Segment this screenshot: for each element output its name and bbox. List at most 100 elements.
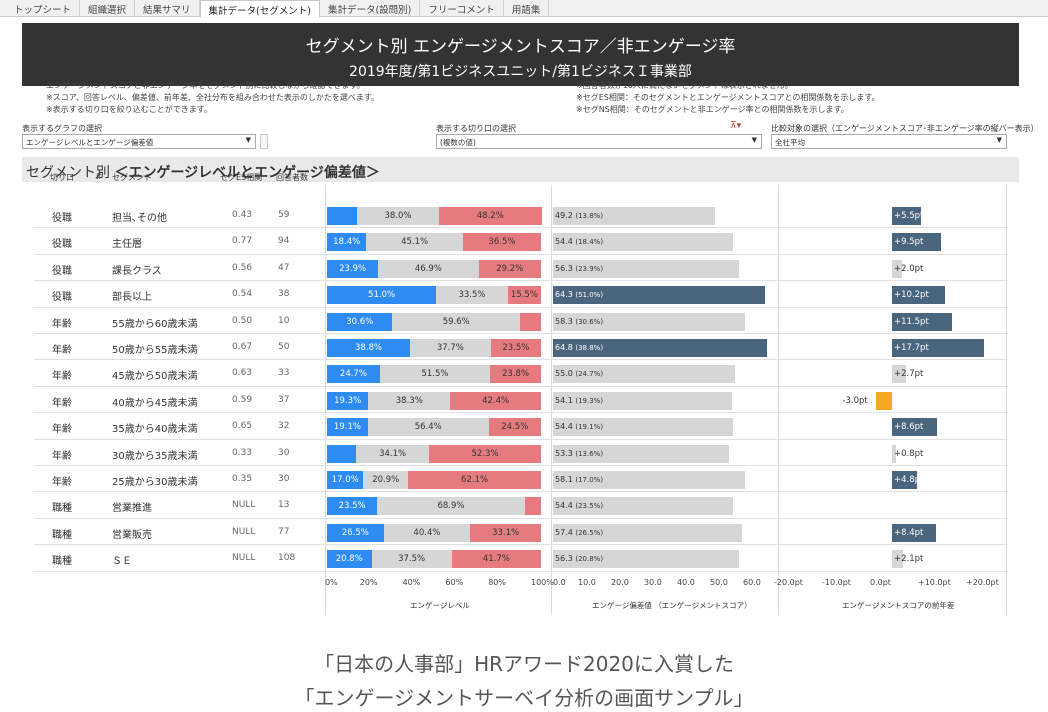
- level-segment-red: 62.1%: [408, 471, 541, 489]
- table-row[interactable]: 年齢 25歳から30歳未満 0.35 30 17.0% 20.9% 62.1% 58.1 (1…: [34, 466, 1008, 493]
- table-row[interactable]: 役職 主任層 0.77 94 18.4% 45.1% 36.5% 54.4 (18.4%) +9…: [34, 228, 1008, 255]
- axis-tick-label: 80%: [488, 578, 506, 587]
- axis-tick-label: 60%: [445, 578, 464, 587]
- axis-tick-label: 0.0: [553, 578, 566, 587]
- axis-tick-label: 100%: [531, 578, 554, 587]
- deviation-bar: 54.4 (19.1%): [553, 418, 733, 437]
- graph-select[interactable]: エンゲージレベルとエンゲージ偏差値 ▼: [22, 134, 256, 149]
- description-right: ※回答者数が10人に満たないセグメントは表示されません。 ※セグES相関：そのセ…: [576, 80, 880, 116]
- table-row[interactable]: 職種 ＳＥ NULL 108 20.8% 37.5% 41.7% 56.3 (20.8%) +2…: [34, 545, 1008, 572]
- table-row[interactable]: 役職 担当､その他 0.43 59 38.0% 48.2% 49.2 (13.8%) +5.5…: [34, 202, 1008, 229]
- table-row[interactable]: 役職 部長以上 0.54 38 51.0% 33.5% 15.5% 64.3 (51.0%) +…: [34, 281, 1008, 308]
- deviation-share: (26.5%): [575, 528, 604, 537]
- section-title-main: ＜エンゲージレベルとエンゲージ偏差値＞: [114, 165, 380, 181]
- axis-tick-label: -20.0pt: [774, 578, 803, 587]
- diff-bar: +4.8pt: [892, 471, 923, 489]
- table-row[interactable]: 年齢 40歳から45歳未満 0.59 37 19.3% 38.3% 42.4% 54.1 (1…: [34, 387, 1008, 414]
- description-line: ※セグES相関：そのセグメントとエンゲージメントスコアとの相関係数を示します。: [576, 93, 880, 102]
- dev-axis-title: エンゲージ偏差値 （エンゲージメントスコア）: [592, 601, 752, 610]
- table-row[interactable]: 役職 課長クラス 0.56 47 23.9% 46.9% 29.2% 56.3 (23.9%)…: [34, 255, 1008, 282]
- count-cell: 94: [278, 236, 290, 247]
- sort-icon[interactable]: ⇵: [95, 172, 102, 181]
- level-segment-red: 15.5%: [507, 286, 541, 305]
- tab-5[interactable]: フリーコメント: [420, 0, 504, 17]
- count-cell: 13: [278, 500, 290, 511]
- level-segment-gray: 45.1%: [366, 233, 463, 252]
- cut-cell: 年齢: [52, 397, 72, 409]
- diff-bar: +2.7pt: [892, 365, 923, 384]
- tab-0[interactable]: トップシート: [6, 0, 81, 17]
- table-row[interactable]: 年齢 55歳から60歳未満 0.50 10 30.6% 59.6% 58.3 (30.6%)…: [34, 308, 1008, 334]
- cut-cell: 年齢: [52, 477, 72, 488]
- level-segment-blue: 18.4%: [327, 233, 367, 252]
- diff-bar: +11.5pt: [892, 312, 952, 331]
- count-cell: 32: [278, 421, 290, 432]
- compare-select[interactable]: 全社平均 ▼: [771, 134, 1007, 149]
- tab-bar: トップシート 組織選択 結果サマリ 集計データ(セグメント) 集計データ(設問別) フリー…: [0, 0, 1048, 17]
- divider: [325, 185, 326, 615]
- deviation-bar: 56.3 (20.8%): [553, 550, 739, 569]
- level-segment-gray: 38.3%: [368, 391, 451, 410]
- level-axis-title: エンゲージレベル: [410, 601, 470, 610]
- count-cell: 33: [278, 368, 290, 379]
- dropdown-arrow-icon: ▼: [245, 136, 251, 144]
- deviation-bar: 49.2 (13.8%): [553, 207, 716, 225]
- cut-cell: 職種: [52, 529, 72, 541]
- cut-cell: 年齢: [52, 318, 72, 330]
- table-row[interactable]: 職種 営業販売 NULL 77 26.5% 40.4% 33.1% 57.4 (26.5%) +…: [34, 519, 1008, 546]
- level-segment-gray: 40.4%: [383, 523, 471, 542]
- deviation-share: (20.8%): [575, 555, 604, 564]
- level-segment-red: [524, 497, 541, 516]
- cut-select[interactable]: (複数の値) ▼: [436, 134, 762, 149]
- filter-clear-icon[interactable]: ⊼▾: [730, 121, 742, 131]
- level-segment-gray: 56.4%: [367, 418, 489, 437]
- tab-2[interactable]: 結果サマリ: [135, 0, 200, 17]
- level-segment-gray: 59.6%: [392, 312, 520, 331]
- table-row[interactable]: 職種 営業推進 NULL 13 23.5% 68.9% 54.4 (23.5%): [34, 492, 1008, 519]
- tab-6[interactable]: 用語集: [504, 0, 550, 17]
- corr-cell: 0.35: [232, 474, 253, 484]
- corr-cell: NULL: [232, 500, 256, 511]
- table-row[interactable]: 年齢 50歳から55歳未満 0.67 50 38.8% 37.7% 23.5% 64.8 (3…: [34, 334, 1008, 361]
- table-row[interactable]: 年齢 30歳から35歳未満 0.33 30 34.1% 52.3% 53.3 (13.6%)…: [34, 440, 1008, 466]
- axis-tick-label: +10.0pt: [918, 578, 951, 587]
- description-line: エンゲージメントスコアと非エンゲージ率をセグメント別に比較しながら確認できます。: [46, 81, 365, 90]
- axis-tick-label: 40%: [402, 578, 421, 587]
- corr-cell: 0.54: [232, 289, 253, 300]
- axis-tick-label: 30.0: [644, 578, 662, 587]
- corr-cell: 0.65: [232, 421, 253, 432]
- level-segment-gray: 68.9%: [377, 497, 525, 516]
- level-segment-gray: 51.5%: [379, 365, 491, 384]
- deviation-value: 54.1: [555, 395, 573, 405]
- level-segment-red: 33.1%: [470, 523, 541, 542]
- axis-tick-label: 0.0pt: [870, 578, 891, 587]
- table-row[interactable]: 年齢 35歳から40歳未満 0.65 32 19.1% 56.4% 24.5% 54.4 (1…: [34, 413, 1008, 440]
- deviation-value: 56.3: [555, 554, 573, 564]
- level-segment-gray: 37.7%: [410, 339, 491, 357]
- level-segment-blue: [327, 444, 357, 463]
- deviation-bar: 57.4 (26.5%): [553, 523, 743, 542]
- table-row[interactable]: 年齢 45歳から50歳未満 0.63 33 24.7% 51.5% 23.8% 55.0 (2…: [34, 360, 1008, 387]
- divider: [778, 185, 779, 615]
- level-segment-blue: 24.7%: [327, 365, 380, 384]
- cut-cell: 役職: [52, 265, 72, 277]
- level-segment-red: 52.3%: [429, 444, 541, 463]
- tab-3[interactable]: 集計データ(セグメント): [199, 0, 320, 17]
- level-segment-red: 48.2%: [438, 207, 542, 225]
- diff-bar: [876, 391, 892, 410]
- dropdown-arrow-icon: ▼: [996, 136, 1002, 144]
- level-segment-gray: 33.5%: [436, 286, 508, 305]
- caption-line-2: 「エンゲージメントサーベイ分析の画面サンプル」: [294, 686, 754, 710]
- deviation-value: 54.4: [555, 422, 573, 432]
- tab-1[interactable]: 組織選択: [80, 0, 136, 17]
- cut-cell: 職種: [52, 556, 72, 568]
- level-segment-gray: 20.9%: [363, 471, 409, 489]
- corr-cell: 0.33: [232, 447, 253, 458]
- graph-select-spin[interactable]: [260, 134, 268, 149]
- tab-4[interactable]: 集計データ(設問別): [320, 0, 421, 17]
- cut-cell: 役職: [52, 239, 72, 251]
- corr-cell: NULL: [232, 553, 256, 564]
- deviation-share: (17.0%): [575, 476, 604, 484]
- deviation-value: 55.0: [555, 369, 573, 379]
- graph-select-label: 表示するグラフの選択: [22, 124, 102, 133]
